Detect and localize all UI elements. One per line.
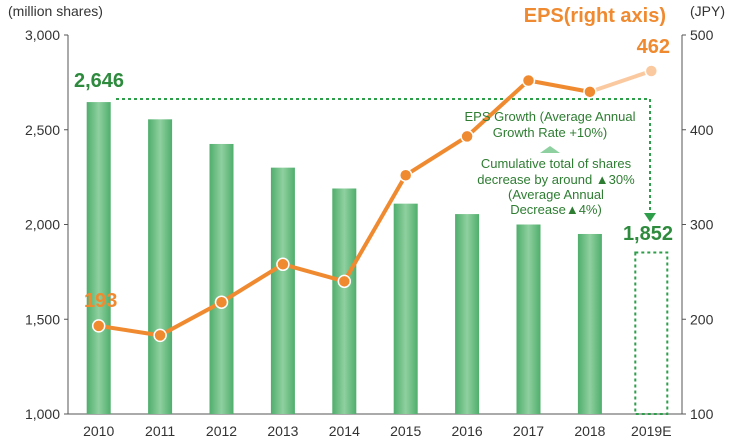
eps-point (337, 274, 352, 289)
share-decrease-line-2: decrease by around ▲30% (477, 172, 635, 187)
right-tick-label: 400 (690, 122, 714, 138)
right-axis-ticks: 100 200 300 400 500 (682, 27, 714, 422)
eps-line-forecast (589, 69, 652, 94)
right-tick-label: 300 (690, 217, 714, 233)
left-tick-label: 1,000 (25, 406, 60, 422)
right-tick-label: 100 (690, 406, 714, 422)
x-tick-label: 2010 (83, 423, 114, 439)
eps-series-label: EPS(right axis) (524, 5, 666, 27)
bar (455, 214, 480, 414)
right-tick-label: 200 (690, 311, 714, 327)
triangle-up-icon (540, 146, 560, 153)
bar-label-first: 2,646 (74, 70, 124, 92)
left-axis-unit: (million shares) (8, 3, 103, 19)
eps-point (398, 168, 413, 182)
eps-line-series (91, 64, 659, 343)
eps-growth-line-1: EPS Growth (Average Annual (464, 109, 635, 124)
bar (577, 233, 602, 414)
eps-point (644, 64, 659, 78)
bar-forecast (634, 251, 669, 415)
bar (148, 119, 173, 414)
bar (270, 167, 295, 414)
x-tick-label: 2019E (631, 423, 671, 439)
x-tick-label: 2014 (329, 423, 360, 439)
eps-growth-line-2: Growth Rate +10%) (493, 125, 608, 140)
bar (516, 224, 541, 414)
eps-point (460, 129, 474, 144)
x-tick-label: 2015 (390, 423, 421, 439)
eps-label-first: 193 (84, 290, 117, 312)
left-axis-ticks: 1,000 1,500 2,000 2,500 3,000 (25, 27, 68, 422)
x-tick-label: 2016 (452, 423, 483, 439)
x-axis-ticks: 2010 2011 2012 2013 2014 2015 2016 2017 2018 2019… (83, 423, 671, 439)
eps-point (521, 73, 536, 88)
x-tick-label: 2012 (206, 423, 237, 439)
share-decrease-line-3: (Average Annual (508, 187, 604, 202)
share-decrease-line-1: Cumulative total of shares (481, 156, 632, 171)
x-tick-label: 2011 (145, 423, 175, 439)
share-decrease-arrow (116, 98, 651, 214)
eps-point (583, 85, 597, 99)
bar (332, 188, 357, 414)
x-tick-label: 2017 (513, 423, 544, 439)
left-tick-label: 1,500 (25, 311, 60, 327)
eps-label-last: 462 (637, 36, 670, 58)
bar (209, 143, 234, 414)
eps-point (276, 257, 290, 272)
left-tick-label: 3,000 (25, 27, 60, 43)
arrow-head-icon (644, 213, 656, 222)
right-tick-label: 500 (690, 27, 714, 43)
left-tick-label: 2,000 (25, 217, 60, 233)
bar-label-last: 1,852 (623, 223, 673, 245)
x-tick-label: 2018 (574, 423, 605, 439)
eps-point (91, 319, 106, 333)
eps-point (153, 328, 167, 343)
bar (86, 102, 111, 414)
left-tick-label: 2,500 (25, 122, 60, 138)
x-tick-label: 2013 (267, 423, 298, 439)
shares-bars (86, 102, 669, 415)
bar (393, 203, 418, 414)
share-decrease-line-4: Decrease▲4%) (510, 202, 602, 217)
eps-point (214, 295, 229, 309)
right-axis-unit: (JPY) (690, 3, 725, 19)
